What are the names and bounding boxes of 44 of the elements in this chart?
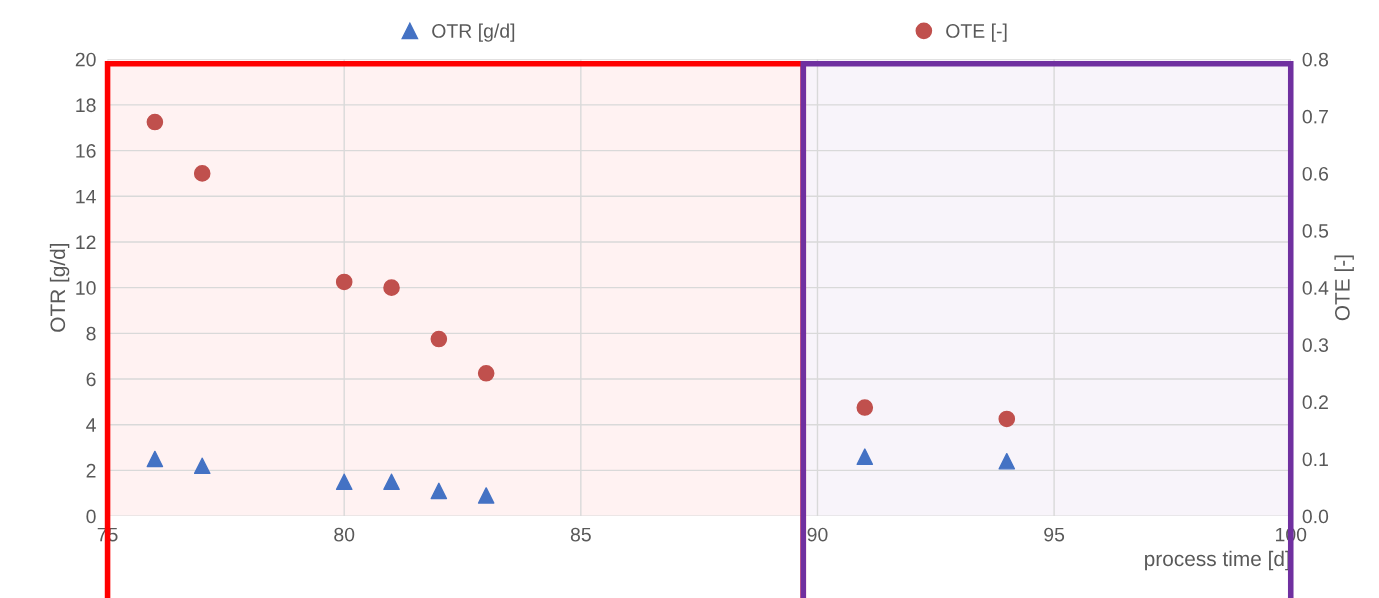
- point: [477, 487, 495, 504]
- point: [383, 279, 400, 296]
- point: [193, 457, 211, 475]
- y2-tick-label: 0.2: [1302, 395, 1328, 410]
- point: [998, 452, 1016, 470]
- point: [335, 273, 353, 291]
- y2-tick-label: 0.1: [1302, 452, 1328, 467]
- y-tick-label: 16: [76, 144, 96, 158]
- point: [335, 473, 353, 491]
- x-tick-label: 95: [1044, 527, 1065, 542]
- y-tick-label: 12: [76, 235, 96, 249]
- point: [430, 482, 448, 500]
- point: [193, 165, 211, 182]
- y-tick-label: 10: [76, 281, 96, 295]
- legend-label: OTR [g/d]: [432, 23, 515, 42]
- x-tick-label: 85: [570, 527, 591, 542]
- point: [856, 448, 874, 465]
- point: [383, 473, 400, 491]
- y-tick-label: 6: [86, 372, 96, 387]
- point: [856, 399, 874, 416]
- point: [146, 113, 164, 131]
- y-tick-label: 14: [76, 189, 96, 204]
- y2-axis-title: OTE [-]: [1334, 255, 1354, 321]
- y2-tick-label: 0.6: [1302, 166, 1329, 181]
- y-tick-label: 0: [86, 509, 96, 524]
- point: [998, 410, 1016, 428]
- y-tick-label: 2: [86, 463, 96, 478]
- y-axis-title: OTR [g/d]: [49, 243, 70, 332]
- x-tick-label: 80: [334, 527, 355, 542]
- legend-label: OTE [-]: [946, 23, 1007, 42]
- y2-tick-label: 0.8: [1302, 52, 1329, 67]
- point: [146, 450, 164, 468]
- y2-tick-label: 0.4: [1302, 281, 1329, 295]
- y2-tick-label: 0.5: [1302, 224, 1329, 238]
- y2-tick-label: 0.3: [1302, 338, 1329, 352]
- point: [430, 330, 448, 348]
- x-tick-label: 90: [807, 527, 828, 542]
- y2-tick-label: 0.7: [1302, 109, 1328, 124]
- y2-tick-label: 0.0: [1302, 509, 1329, 524]
- y-tick-label: 18: [76, 98, 96, 113]
- point: [477, 364, 495, 382]
- y-tick-label: 8: [86, 326, 96, 341]
- y-tick-label: 4: [86, 418, 96, 432]
- y-tick-label: 20: [75, 52, 96, 67]
